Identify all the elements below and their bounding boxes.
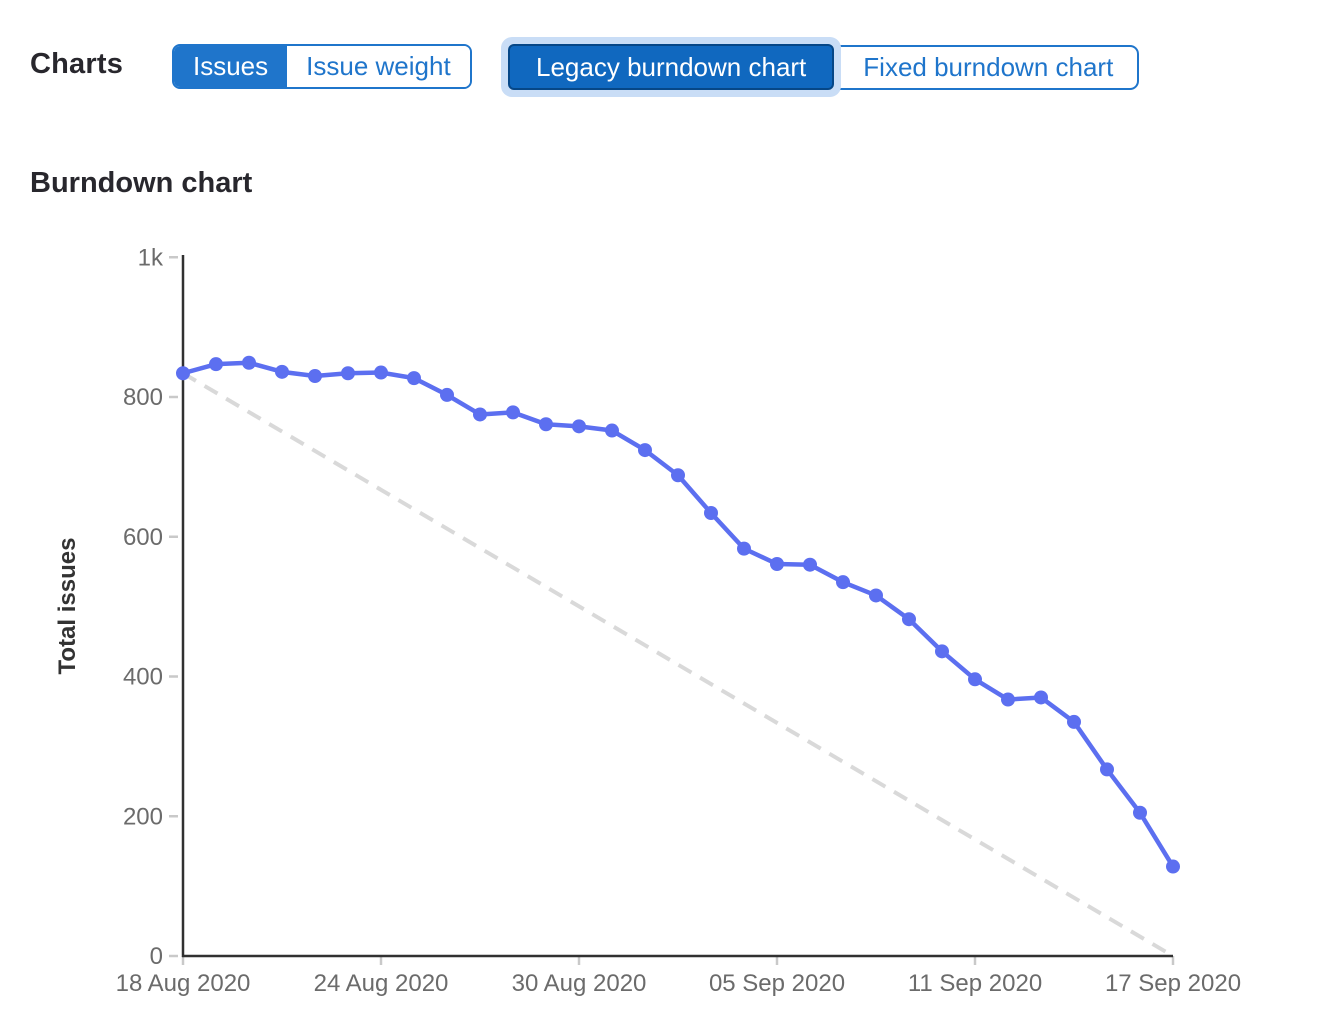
data-point[interactable] — [572, 419, 586, 434]
data-point[interactable] — [671, 468, 685, 483]
data-point[interactable] — [836, 575, 850, 590]
data-point[interactable] — [935, 644, 949, 659]
data-point[interactable] — [539, 417, 553, 432]
data-point[interactable] — [1067, 714, 1081, 729]
data-point[interactable] — [1133, 805, 1147, 820]
data-point[interactable] — [308, 369, 322, 384]
x-axis-tick-label: 05 Sep 2020 — [709, 970, 845, 997]
burndown-line — [180, 360, 1176, 869]
issues-toggle-button[interactable]: Issues — [174, 46, 288, 87]
x-axis-tick-label: 17 Sep 2020 — [1105, 970, 1241, 997]
chart-title: Burndown chart — [30, 167, 253, 199]
data-point[interactable] — [704, 505, 718, 520]
burndown-type-toggle: Legacy burndown chart Fixed burndown cha… — [501, 37, 1140, 97]
data-point[interactable] — [275, 364, 289, 379]
data-point[interactable] — [869, 588, 883, 603]
data-point[interactable] — [473, 407, 487, 422]
data-point[interactable] — [1001, 692, 1015, 707]
data-point[interactable] — [1166, 859, 1180, 874]
y-axis-tick-label: 800 — [123, 384, 163, 411]
data-point[interactable] — [803, 557, 817, 572]
data-point[interactable] — [440, 387, 454, 402]
issue-type-toggle: Issues Issue weight — [172, 44, 472, 89]
data-point[interactable] — [341, 366, 355, 381]
y-axis-tick-label: 1k — [138, 244, 164, 271]
data-point[interactable] — [1100, 762, 1114, 777]
x-axis-tick-label: 30 Aug 2020 — [512, 970, 647, 997]
data-point[interactable] — [638, 443, 652, 458]
x-axis-tick-label: 18 Aug 2020 — [116, 970, 251, 997]
data-point[interactable] — [902, 612, 916, 627]
data-point[interactable] — [770, 557, 784, 572]
x-axis-tick-label: 11 Sep 2020 — [908, 970, 1042, 997]
x-axis-tick-label: 24 Aug 2020 — [314, 970, 449, 997]
data-point[interactable] — [968, 672, 982, 687]
legacy-burndown-chart-button[interactable]: Legacy burndown chart — [508, 44, 835, 90]
y-axis-tick-label: 600 — [123, 524, 163, 551]
data-point[interactable] — [176, 366, 190, 381]
data-point[interactable] — [374, 365, 388, 380]
data-point[interactable] — [242, 355, 256, 370]
data-point[interactable] — [737, 541, 751, 556]
data-point[interactable] — [1034, 690, 1048, 705]
y-axis-tick-label: 400 — [123, 664, 163, 691]
data-point[interactable] — [605, 423, 619, 438]
focus-ring: Legacy burndown chart — [501, 37, 842, 97]
fixed-burndown-chart-button[interactable]: Fixed burndown chart — [833, 44, 1140, 90]
data-point[interactable] — [407, 371, 421, 386]
y-axis-tick-label: 0 — [150, 943, 163, 970]
issue-weight-toggle-button[interactable]: Issue weight — [287, 46, 470, 87]
ideal-guideline — [181, 371, 1175, 958]
charts-section-label: Charts — [30, 48, 124, 80]
data-point[interactable] — [209, 357, 223, 372]
y-axis-tick-label: 200 — [123, 803, 163, 830]
data-point[interactable] — [506, 405, 520, 420]
